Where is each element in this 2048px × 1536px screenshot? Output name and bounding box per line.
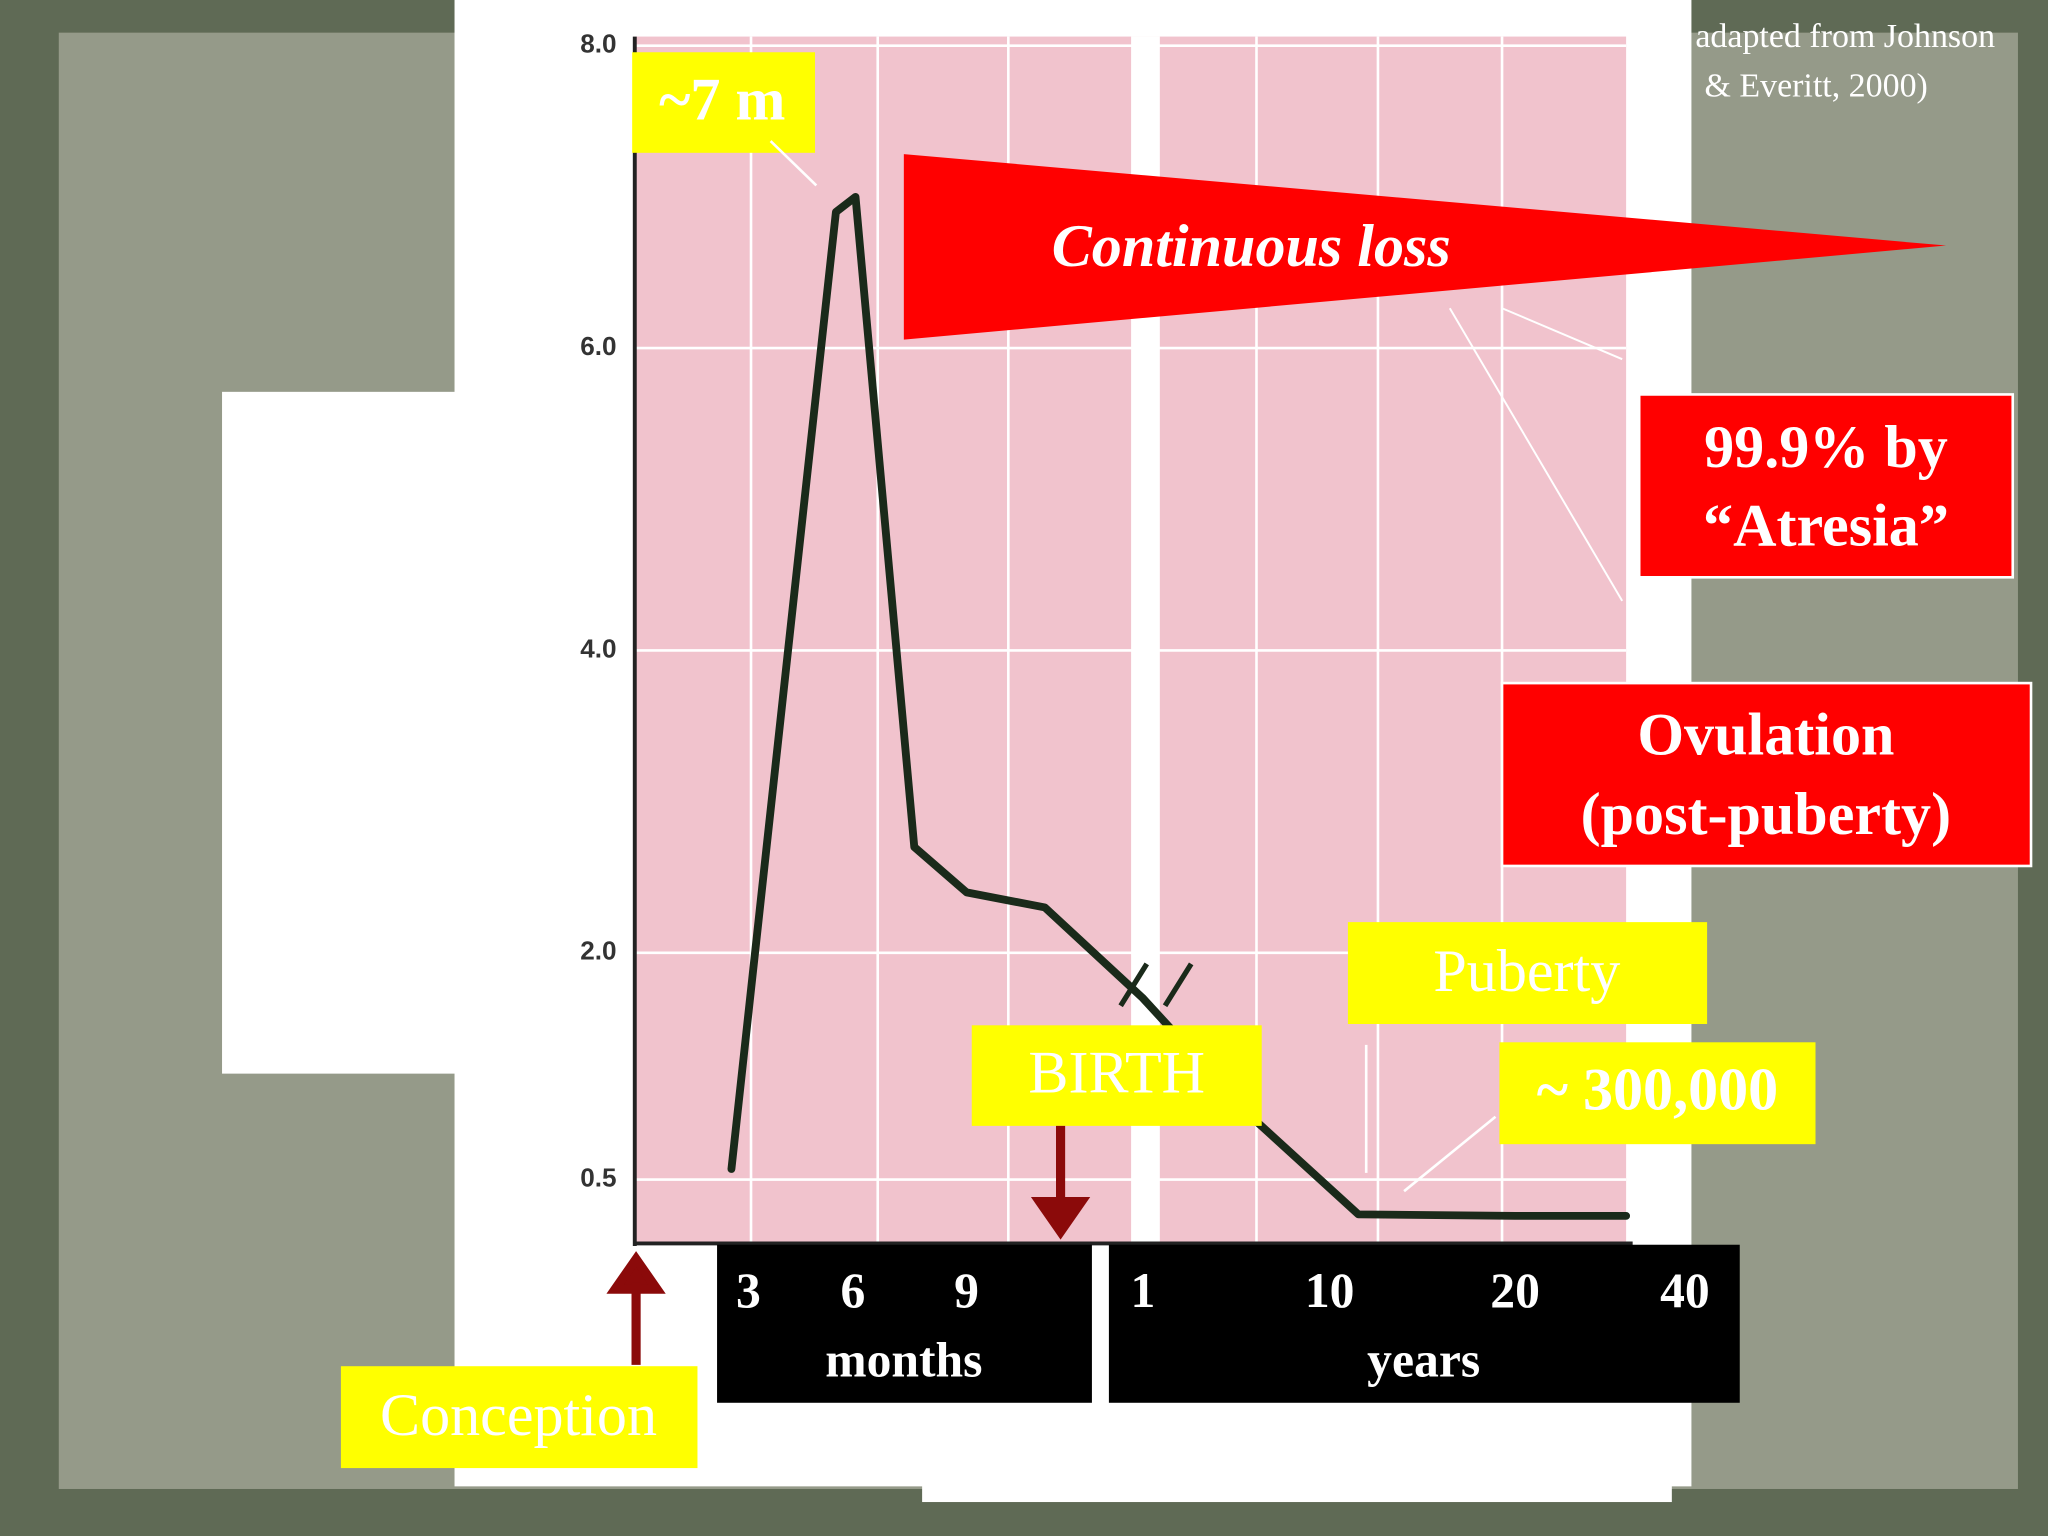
white-panel [922,1483,1672,1503]
annotation: BIRTH [1028,1039,1205,1106]
annotation-box [971,1025,1262,1126]
x-group-label: months [825,1332,982,1387]
y-tick-label: 8.0 [580,29,616,59]
annotation: ~ 300,000 [1537,1056,1779,1123]
annotation-box [632,52,816,153]
x-tick-label: 1 [1130,1263,1155,1318]
annotation: Continuous loss [1052,212,1451,279]
plot [727,192,1631,1220]
annotation: ~7 m [659,66,785,133]
conception-arrow [606,1251,666,1365]
x-tick-label: 40 [1660,1263,1710,1318]
birth-arrow [1030,1125,1091,1240]
annotation-box [1637,393,2015,579]
series-line [727,192,1631,1220]
annotation: (post-puberty) [1581,780,1951,847]
x-tick-label: 9 [954,1263,979,1318]
annotation-box [1347,922,1708,1024]
annotation: Conception [380,1381,657,1448]
pointer [1501,307,1623,361]
y-tick-label: 0.5 [580,1162,616,1192]
x-tick-label: 6 [840,1263,865,1318]
x-label-box [1108,1244,1740,1403]
annotation-box [1500,681,2033,868]
x-label-box [717,1244,1092,1403]
source: & Everitt, 2000) [1704,68,1927,105]
white-panel [222,391,458,1074]
x-tick-label: 3 [736,1263,761,1318]
y-tick-label: 2.0 [580,936,616,966]
annotation-box [340,1366,698,1469]
annotation: Ovulation [1637,700,1894,767]
y-tick-label: 6.0 [580,331,616,361]
source: adapted from Johnson [1695,18,1995,55]
x-tick-label: 20 [1490,1263,1540,1318]
loss-wedge [903,154,1947,340]
annotation: Puberty [1433,937,1620,1004]
y-tick-label: 4.0 [580,633,616,663]
annotation-box [1499,1042,1816,1145]
annotation: 99.9% by [1704,413,1948,480]
arrow [769,140,818,187]
x-group-label: years [1367,1332,1480,1387]
x-tick-label: 10 [1305,1263,1355,1318]
annotation: “Atresia” [1703,491,1949,558]
break-mark [1118,962,1194,1008]
pointer [1448,307,1624,602]
arrow [1403,1115,1497,1193]
